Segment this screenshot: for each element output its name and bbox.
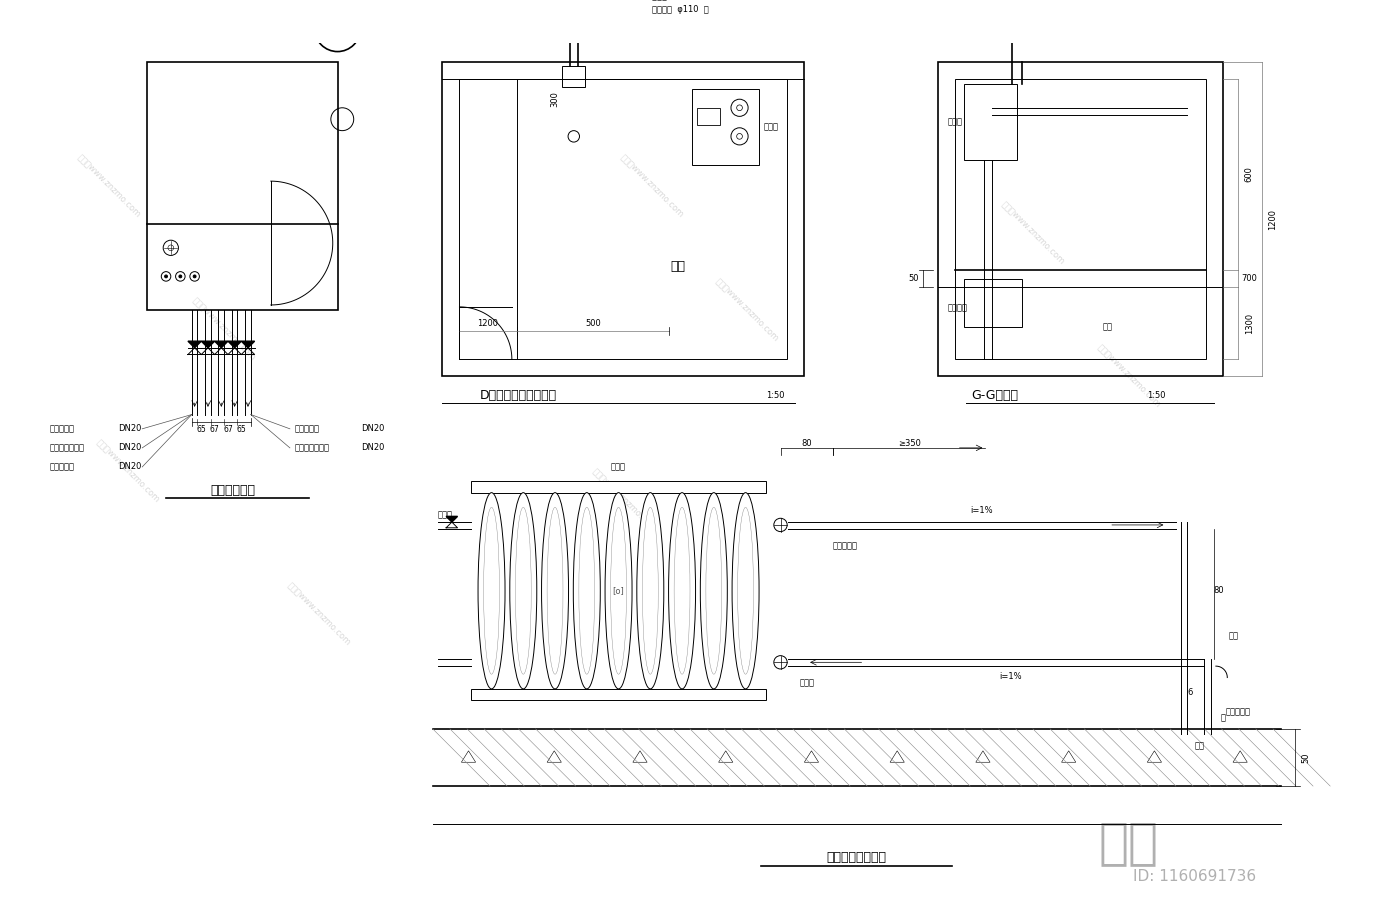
Ellipse shape [541, 493, 569, 689]
Text: 套管: 套管 [1195, 742, 1205, 751]
Text: 散热器: 散热器 [611, 462, 627, 471]
Text: [o]: [o] [613, 587, 624, 596]
Bar [937, 62, 1224, 377]
Text: 67: 67 [210, 425, 219, 434]
Text: 采暖回水管: 采暖回水管 [295, 424, 320, 433]
Text: DN20: DN20 [119, 424, 142, 433]
Text: G-G剪面图: G-G剪面图 [972, 389, 1018, 402]
Bar [697, 108, 720, 125]
Ellipse shape [700, 493, 727, 689]
Text: 燃气供气管: 燃气供气管 [50, 462, 75, 471]
Text: 手动调节阀: 手动调节阀 [832, 541, 858, 550]
Text: 知末网www.znzmo.com: 知末网www.znzmo.com [76, 153, 142, 219]
Text: 知末网www.znzmo.com: 知末网www.znzmo.com [618, 153, 686, 219]
Text: 1:50: 1:50 [1148, 391, 1166, 400]
Text: 厨房: 厨房 [671, 260, 684, 273]
Text: ≥350: ≥350 [897, 439, 920, 448]
Ellipse shape [731, 493, 759, 689]
Circle shape [774, 656, 787, 669]
Text: 500: 500 [585, 319, 600, 328]
Text: 80: 80 [1213, 587, 1224, 596]
Circle shape [179, 275, 182, 278]
Text: 截止阀: 截止阀 [799, 679, 814, 687]
Circle shape [164, 275, 167, 278]
Text: 知末: 知末 [1098, 819, 1158, 867]
Text: 65: 65 [196, 425, 206, 434]
Polygon shape [215, 341, 228, 348]
Text: 1300: 1300 [1245, 312, 1253, 333]
Text: 知末网www.znzmo.com: 知末网www.znzmo.com [286, 581, 352, 648]
Text: 采暖炉接管图: 采暖炉接管图 [210, 484, 255, 498]
Text: 厨房: 厨房 [1103, 322, 1112, 331]
Text: 知末网www.znzmo.com: 知末网www.znzmo.com [713, 276, 781, 343]
Text: i=1%: i=1% [999, 672, 1021, 681]
Circle shape [193, 275, 196, 278]
Bar [471, 689, 766, 700]
Text: 燃气阀: 燃气阀 [437, 510, 453, 519]
Text: 土建预留  φ110  洞: 土建预留 φ110 洞 [651, 5, 709, 15]
Text: 700: 700 [1241, 274, 1257, 282]
Bar [443, 62, 805, 377]
Bar [965, 84, 1017, 160]
Text: 生活热水供水管: 生活热水供水管 [50, 443, 84, 452]
Text: 管卡: 管卡 [1228, 631, 1238, 640]
Text: 1:50: 1:50 [766, 391, 785, 400]
Polygon shape [188, 341, 201, 348]
Bar [965, 280, 1021, 327]
Text: D单元燃气炉安装大样: D单元燃气炉安装大样 [480, 389, 558, 402]
Text: 300: 300 [551, 92, 559, 107]
Text: 50: 50 [1301, 752, 1311, 763]
Ellipse shape [573, 493, 600, 689]
Ellipse shape [604, 493, 632, 689]
Bar [460, 79, 787, 360]
Bar [471, 481, 766, 493]
Text: 垫: 垫 [1221, 713, 1225, 722]
Text: 散热器连接示意图: 散热器连接示意图 [827, 851, 887, 864]
Ellipse shape [636, 493, 664, 689]
Text: 知末网www.znzmo.com: 知末网www.znzmo.com [190, 295, 257, 362]
Ellipse shape [668, 493, 696, 689]
Bar [955, 79, 1206, 360]
Text: 知末网www.znzmo.com: 知末网www.znzmo.com [999, 200, 1067, 267]
Text: DN20: DN20 [119, 462, 142, 471]
Text: 采暖供水管: 采暖供水管 [50, 424, 75, 433]
Polygon shape [446, 517, 458, 522]
Text: 80: 80 [800, 439, 811, 448]
Text: DN20: DN20 [362, 443, 385, 452]
Text: 知末网www.znzmo.com: 知末网www.znzmo.com [591, 467, 657, 534]
Text: 1200: 1200 [1268, 209, 1278, 230]
Text: 燃气炉: 燃气炉 [763, 123, 778, 132]
Text: 知末网www.znzmo.com: 知末网www.znzmo.com [95, 439, 161, 505]
Text: i=1%: i=1% [970, 506, 992, 515]
Polygon shape [201, 341, 215, 348]
Text: 65: 65 [236, 425, 246, 434]
Polygon shape [241, 341, 255, 348]
Text: 1200: 1200 [477, 319, 498, 328]
Text: 自来水进水水管: 自来水进水水管 [295, 443, 330, 452]
Text: 600: 600 [1245, 166, 1253, 183]
Text: 混凝土垫层: 混凝土垫层 [1225, 707, 1250, 716]
Text: 知末网www.znzmo.com: 知末网www.znzmo.com [1094, 343, 1162, 410]
Polygon shape [228, 341, 242, 348]
Ellipse shape [509, 493, 537, 689]
Text: 燃气炉: 燃气炉 [947, 117, 962, 126]
Text: ID: 1160691736: ID: 1160691736 [1133, 869, 1256, 884]
Text: 分集水器: 分集水器 [947, 303, 967, 312]
Bar [148, 62, 338, 310]
Text: 50: 50 [908, 274, 919, 282]
Text: DN20: DN20 [362, 424, 385, 433]
Text: 6: 6 [1187, 688, 1192, 697]
Circle shape [774, 518, 787, 531]
Text: 67: 67 [224, 425, 233, 434]
Bar [691, 89, 759, 165]
Bar [562, 66, 585, 87]
Ellipse shape [477, 493, 505, 689]
Text: DN20: DN20 [119, 443, 142, 452]
